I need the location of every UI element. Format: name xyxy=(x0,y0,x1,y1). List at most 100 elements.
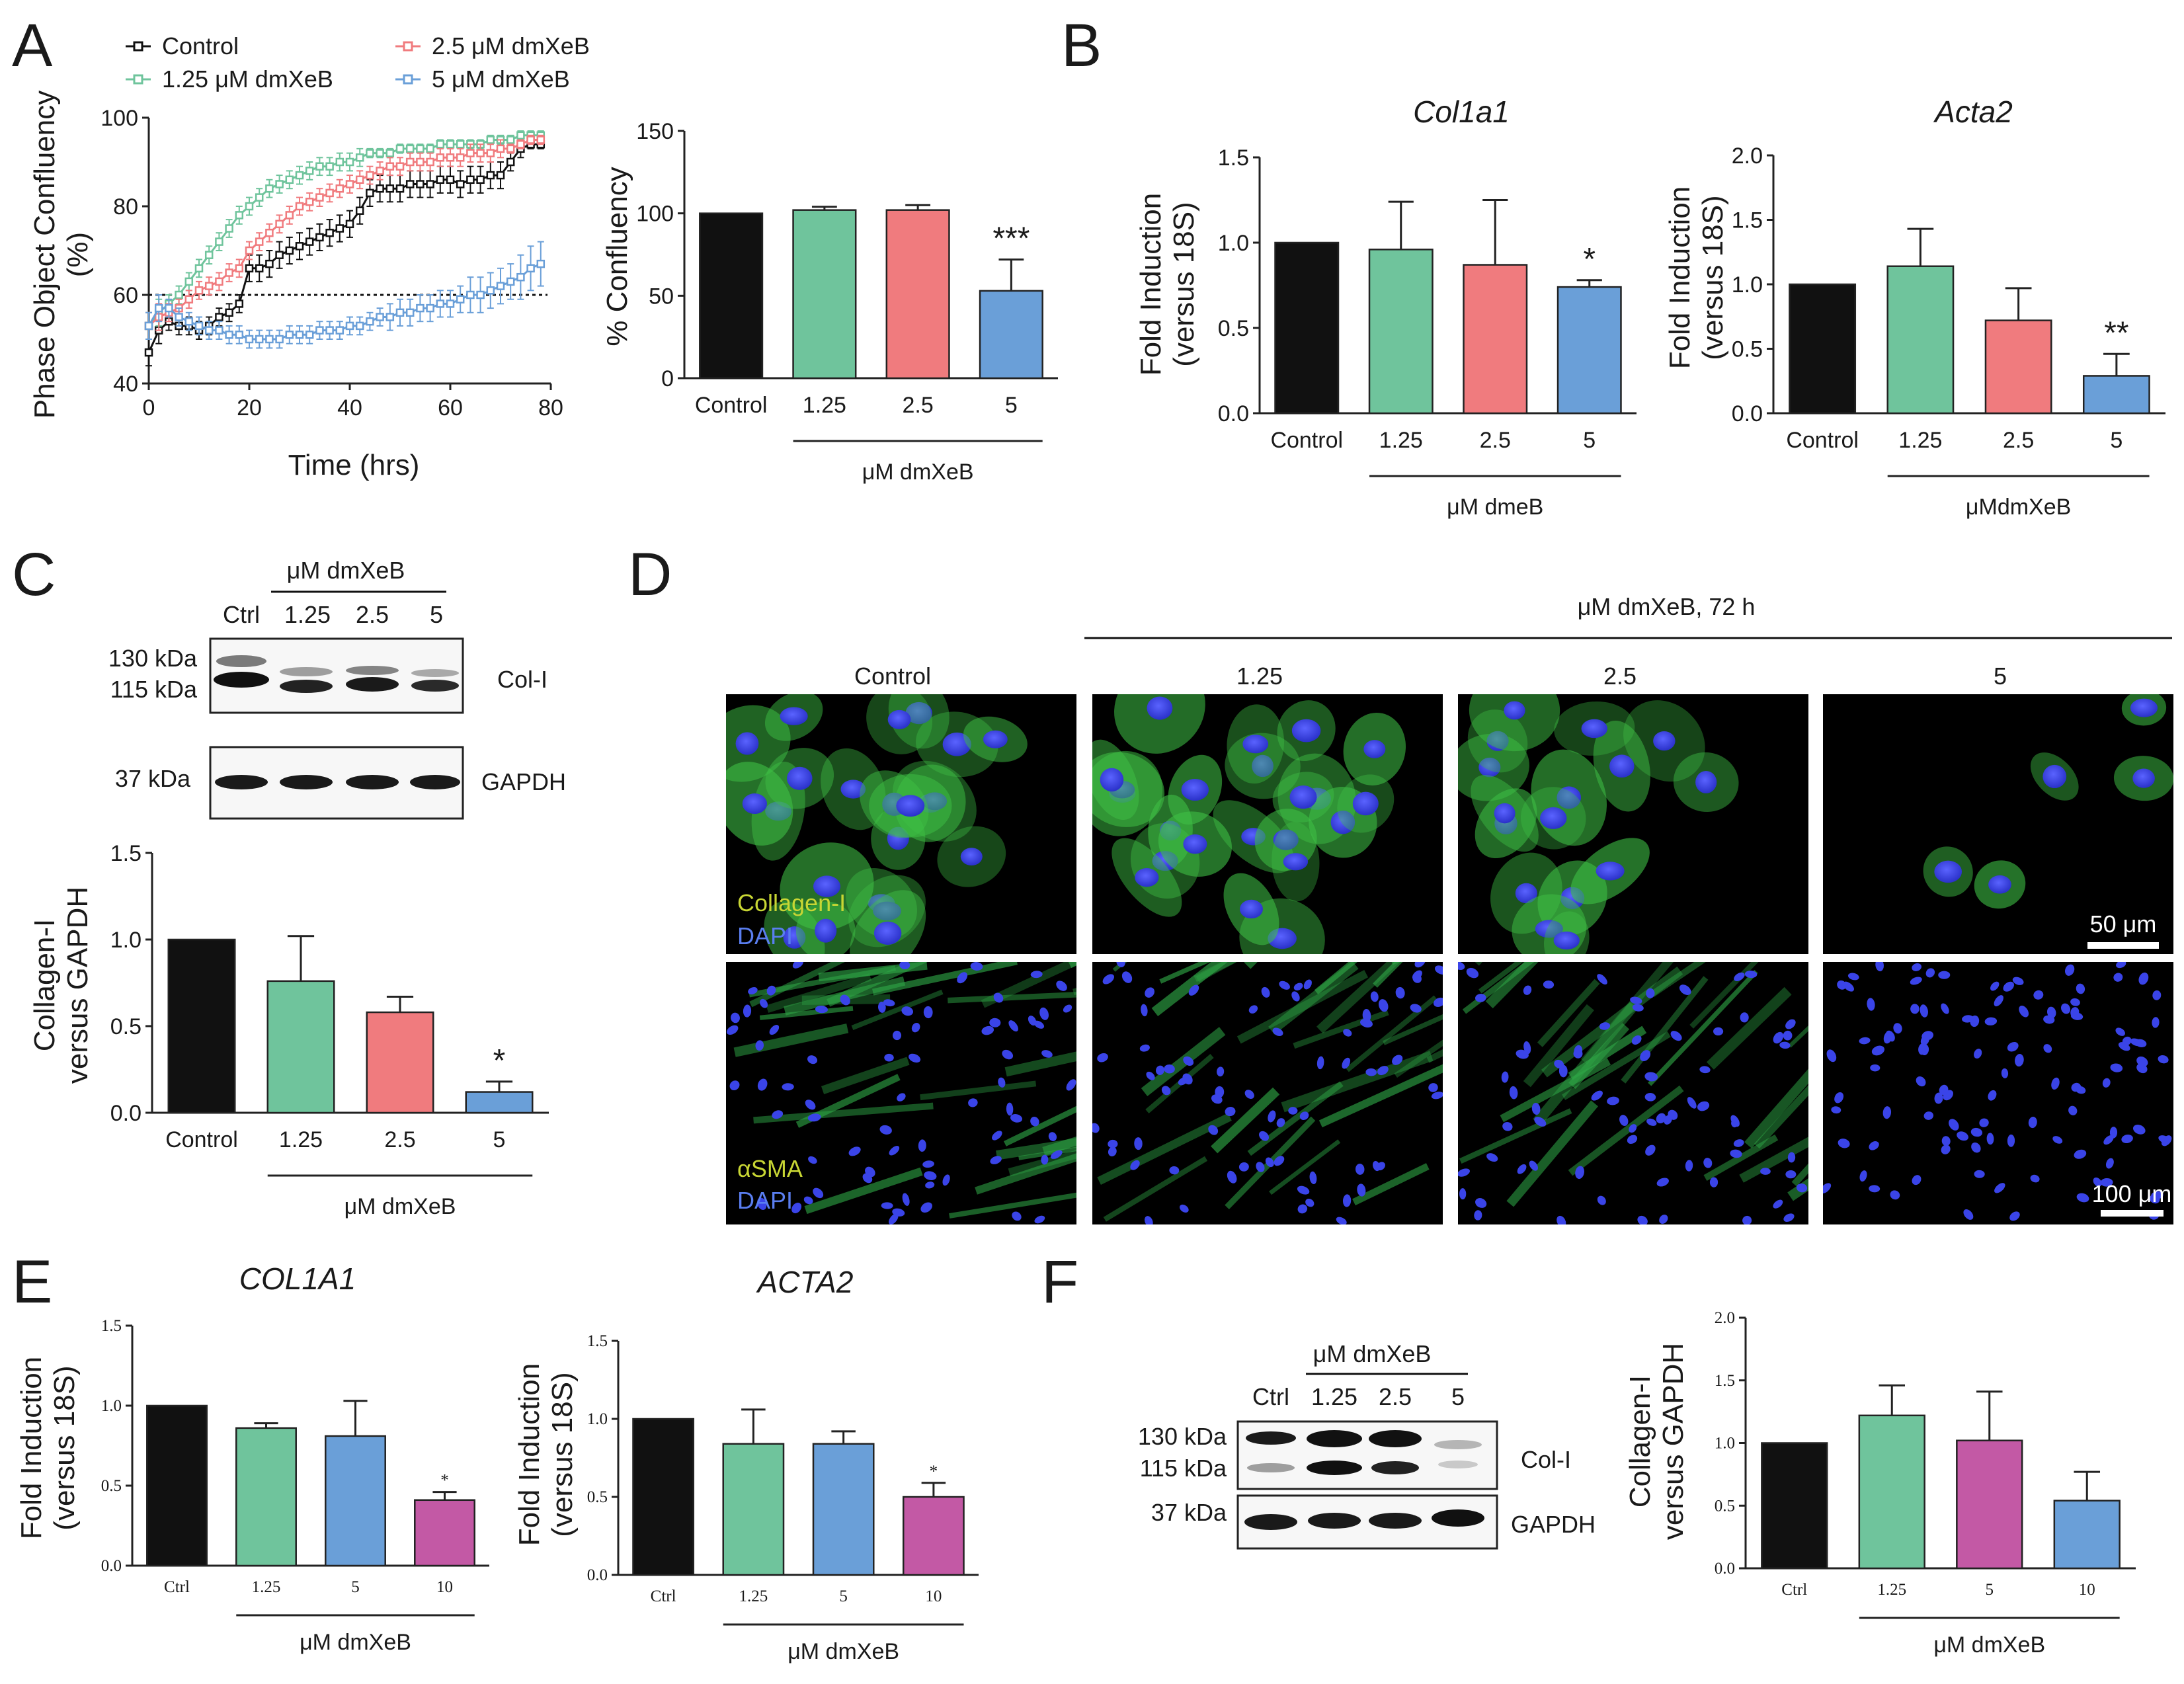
nucleus xyxy=(1875,962,1884,972)
nucleus xyxy=(1478,757,1501,778)
nucleus xyxy=(923,1006,933,1019)
nucleus xyxy=(1668,1109,1678,1120)
nucleus xyxy=(2070,1007,2080,1018)
data-point xyxy=(416,180,425,188)
nucleus xyxy=(807,1113,821,1122)
nucleus xyxy=(1979,1118,1989,1127)
series-blue xyxy=(144,241,546,349)
nucleus xyxy=(1785,1170,1797,1179)
nucleus xyxy=(1008,1020,1018,1032)
bar xyxy=(1858,1414,1925,1570)
category-label: Control xyxy=(165,1127,238,1152)
data-point xyxy=(526,136,535,144)
y-axis-label: % Confluency xyxy=(601,167,633,346)
category-label: 5 xyxy=(1583,428,1596,453)
nucleus xyxy=(1048,1132,1057,1141)
nucleus xyxy=(1637,1215,1648,1224)
significance-marker: * xyxy=(930,1463,938,1480)
nucleus xyxy=(1256,1162,1265,1172)
data-point xyxy=(275,251,284,259)
protein-label-gapdh: GAPDH xyxy=(481,768,566,795)
data-point xyxy=(295,242,304,251)
data-point xyxy=(536,259,546,268)
actin-fiber xyxy=(759,1006,854,1020)
nucleus xyxy=(2019,1006,2029,1018)
nucleus xyxy=(905,702,932,725)
nucleus xyxy=(1760,1168,1771,1175)
series-line xyxy=(147,143,541,353)
chart-title: ACTA2 xyxy=(756,1265,854,1299)
nucleus xyxy=(808,1156,817,1164)
data-point xyxy=(456,295,465,303)
nucleus xyxy=(1039,1007,1049,1020)
data-point xyxy=(275,335,284,344)
nucleus xyxy=(1971,1142,1981,1153)
data-point xyxy=(295,202,304,211)
nucleus xyxy=(2009,1211,2020,1221)
nucleus xyxy=(2132,1125,2146,1135)
actin-fiber xyxy=(1314,962,1357,994)
data-point xyxy=(315,326,324,335)
legend-item-2-5: 2.5 μM dmXeB xyxy=(395,32,590,60)
nucleus xyxy=(992,1131,1002,1141)
nucleus xyxy=(1283,853,1309,871)
group-label: μM dmXeB xyxy=(300,1630,411,1655)
nucleus xyxy=(1890,1190,1900,1200)
actin-fiber xyxy=(1500,1058,1611,1123)
y-axis-label-line1: Fold Induction xyxy=(513,1363,546,1546)
nucleus xyxy=(1135,867,1159,887)
x-tick-label: 60 xyxy=(438,395,463,421)
actin-fiber xyxy=(1650,962,1706,998)
nucleus xyxy=(1041,1050,1053,1058)
nucleus xyxy=(1597,974,1607,985)
nucleus xyxy=(1984,1017,1998,1025)
actin-fiber xyxy=(1269,1139,1341,1195)
nucleus xyxy=(1050,1150,1063,1159)
category-label: 5 xyxy=(839,1587,848,1605)
data-point xyxy=(516,131,525,140)
nucleus xyxy=(1837,980,1847,990)
category-label: 1.25 xyxy=(252,1578,281,1596)
data-point xyxy=(265,335,274,344)
microscopy-image-collagen-2 xyxy=(1458,694,1808,954)
actin-fiber xyxy=(851,989,944,1030)
data-point xyxy=(175,313,183,321)
nucleus xyxy=(1248,1005,1258,1014)
data-point xyxy=(486,136,495,144)
nucleus xyxy=(1289,785,1317,809)
nucleus xyxy=(1823,1183,1832,1193)
data-point xyxy=(476,175,485,184)
actin-fiber xyxy=(1459,1108,1572,1164)
nucleus xyxy=(1156,1065,1164,1075)
microscopy-image-collagen-3 xyxy=(1823,694,2173,954)
nucleus xyxy=(1869,1141,1879,1150)
western-blot-f: μM dmXeB Ctrl 1.25 2.5 5 130 kDa 115 kDa… xyxy=(1138,1340,1596,1550)
nucleus xyxy=(840,780,866,799)
nucleus xyxy=(1164,1064,1175,1074)
nucleus xyxy=(1183,1056,1194,1066)
nucleus xyxy=(757,1078,768,1091)
category-label: 2.5 xyxy=(384,1127,415,1152)
western-blot-c: μM dmXeB Ctrl 1.25 2.5 5 130 kDa 115 kDa… xyxy=(108,557,566,820)
asma-stain-label: αSMA xyxy=(737,1155,803,1182)
nucleus xyxy=(1116,962,1125,967)
nucleus xyxy=(2064,964,2075,976)
bar xyxy=(979,290,1043,380)
data-point xyxy=(144,321,153,331)
data-point xyxy=(486,286,495,295)
category-label: 5 xyxy=(1005,393,1018,418)
data-point xyxy=(225,268,233,277)
nucleus xyxy=(1923,1111,1934,1120)
y-axis-label-line2: (versus 18S) xyxy=(1168,202,1200,366)
data-point xyxy=(285,246,294,255)
y-tick-label: 150 xyxy=(636,119,674,144)
series-green xyxy=(144,130,546,340)
data-point xyxy=(395,162,405,171)
actin-fiber xyxy=(1211,1087,1280,1154)
nucleus xyxy=(1412,970,1422,981)
data-point xyxy=(516,140,525,149)
group-label: μM dmXeB xyxy=(862,460,974,485)
panel-letter-d: D xyxy=(628,541,672,608)
nucleus xyxy=(960,848,983,865)
nucleus xyxy=(899,962,910,970)
